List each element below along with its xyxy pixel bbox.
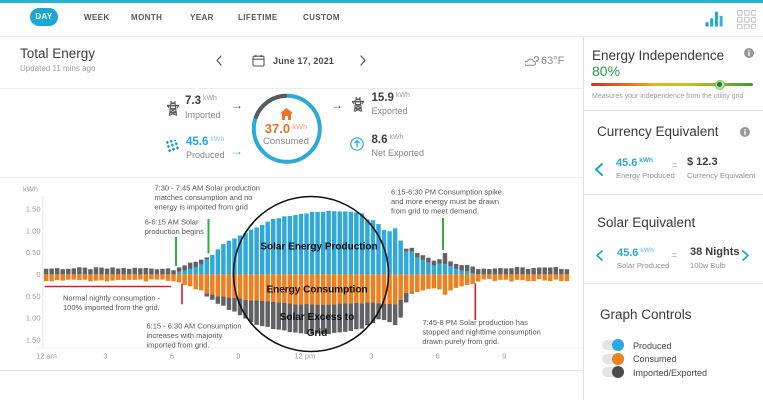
- svg-text:Energy Consumption: Energy Consumption: [266, 284, 367, 295]
- svg-text:1.00: 1.00: [26, 314, 41, 323]
- svg-text:1.50: 1.50: [26, 205, 41, 214]
- svg-text:drawn purely from grid.: drawn purely from grid.: [422, 337, 499, 346]
- svg-text:stopped and nighttime consumpt: stopped and nighttime consumption: [422, 328, 540, 337]
- svg-text:imported from grid.: imported from grid.: [147, 340, 210, 349]
- svg-text:Normal nightly consumption -: Normal nightly consumption -: [63, 293, 161, 302]
- svg-text:6-6:15 AM Solar: 6-6:15 AM Solar: [145, 218, 199, 227]
- svg-text:12 am: 12 am: [36, 352, 57, 361]
- svg-text:Solar Excess to: Solar Excess to: [280, 312, 354, 323]
- svg-text:Grid: Grid: [307, 328, 328, 339]
- svg-text:and more energy must be drawn: and more energy must be drawn: [391, 197, 499, 206]
- svg-text:6: 6: [436, 352, 440, 361]
- svg-text:1.00: 1.00: [26, 226, 41, 235]
- svg-text:kWh: kWh: [23, 185, 38, 194]
- svg-text:100% imported from the grid.: 100% imported from the grid.: [63, 303, 160, 312]
- svg-text:7:45-8 PM Solar production has: 7:45-8 PM Solar production has: [422, 318, 528, 327]
- svg-text:6: 6: [170, 352, 174, 361]
- svg-text:9: 9: [236, 352, 240, 361]
- svg-text:Solar Energy Production: Solar Energy Production: [260, 242, 377, 253]
- svg-text:production begins: production begins: [145, 227, 204, 236]
- svg-text:6:15 - 6:30 AM Consumption: 6:15 - 6:30 AM Consumption: [147, 321, 242, 330]
- svg-text:energy is imported from grid: energy is imported from grid: [155, 203, 248, 212]
- svg-text:9: 9: [502, 352, 506, 361]
- svg-text:3: 3: [369, 352, 373, 361]
- svg-text:0.50: 0.50: [26, 292, 41, 301]
- svg-text:0: 0: [36, 270, 40, 279]
- svg-text:from grid to meet demand.: from grid to meet demand.: [391, 207, 479, 216]
- svg-text:1.50: 1.50: [26, 335, 41, 344]
- svg-text:3: 3: [103, 352, 107, 361]
- svg-text:12 pm: 12 pm: [294, 352, 315, 361]
- svg-text:7:30 - 7:45 AM Solar productio: 7:30 - 7:45 AM Solar production: [155, 184, 260, 193]
- svg-text:6:15-6:30 PM Consumption spike: 6:15-6:30 PM Consumption spike: [391, 188, 502, 197]
- svg-text:matches consumption and no: matches consumption and no: [155, 193, 253, 202]
- svg-text:increases with majority: increases with majority: [147, 331, 223, 340]
- svg-text:0.50: 0.50: [26, 248, 41, 257]
